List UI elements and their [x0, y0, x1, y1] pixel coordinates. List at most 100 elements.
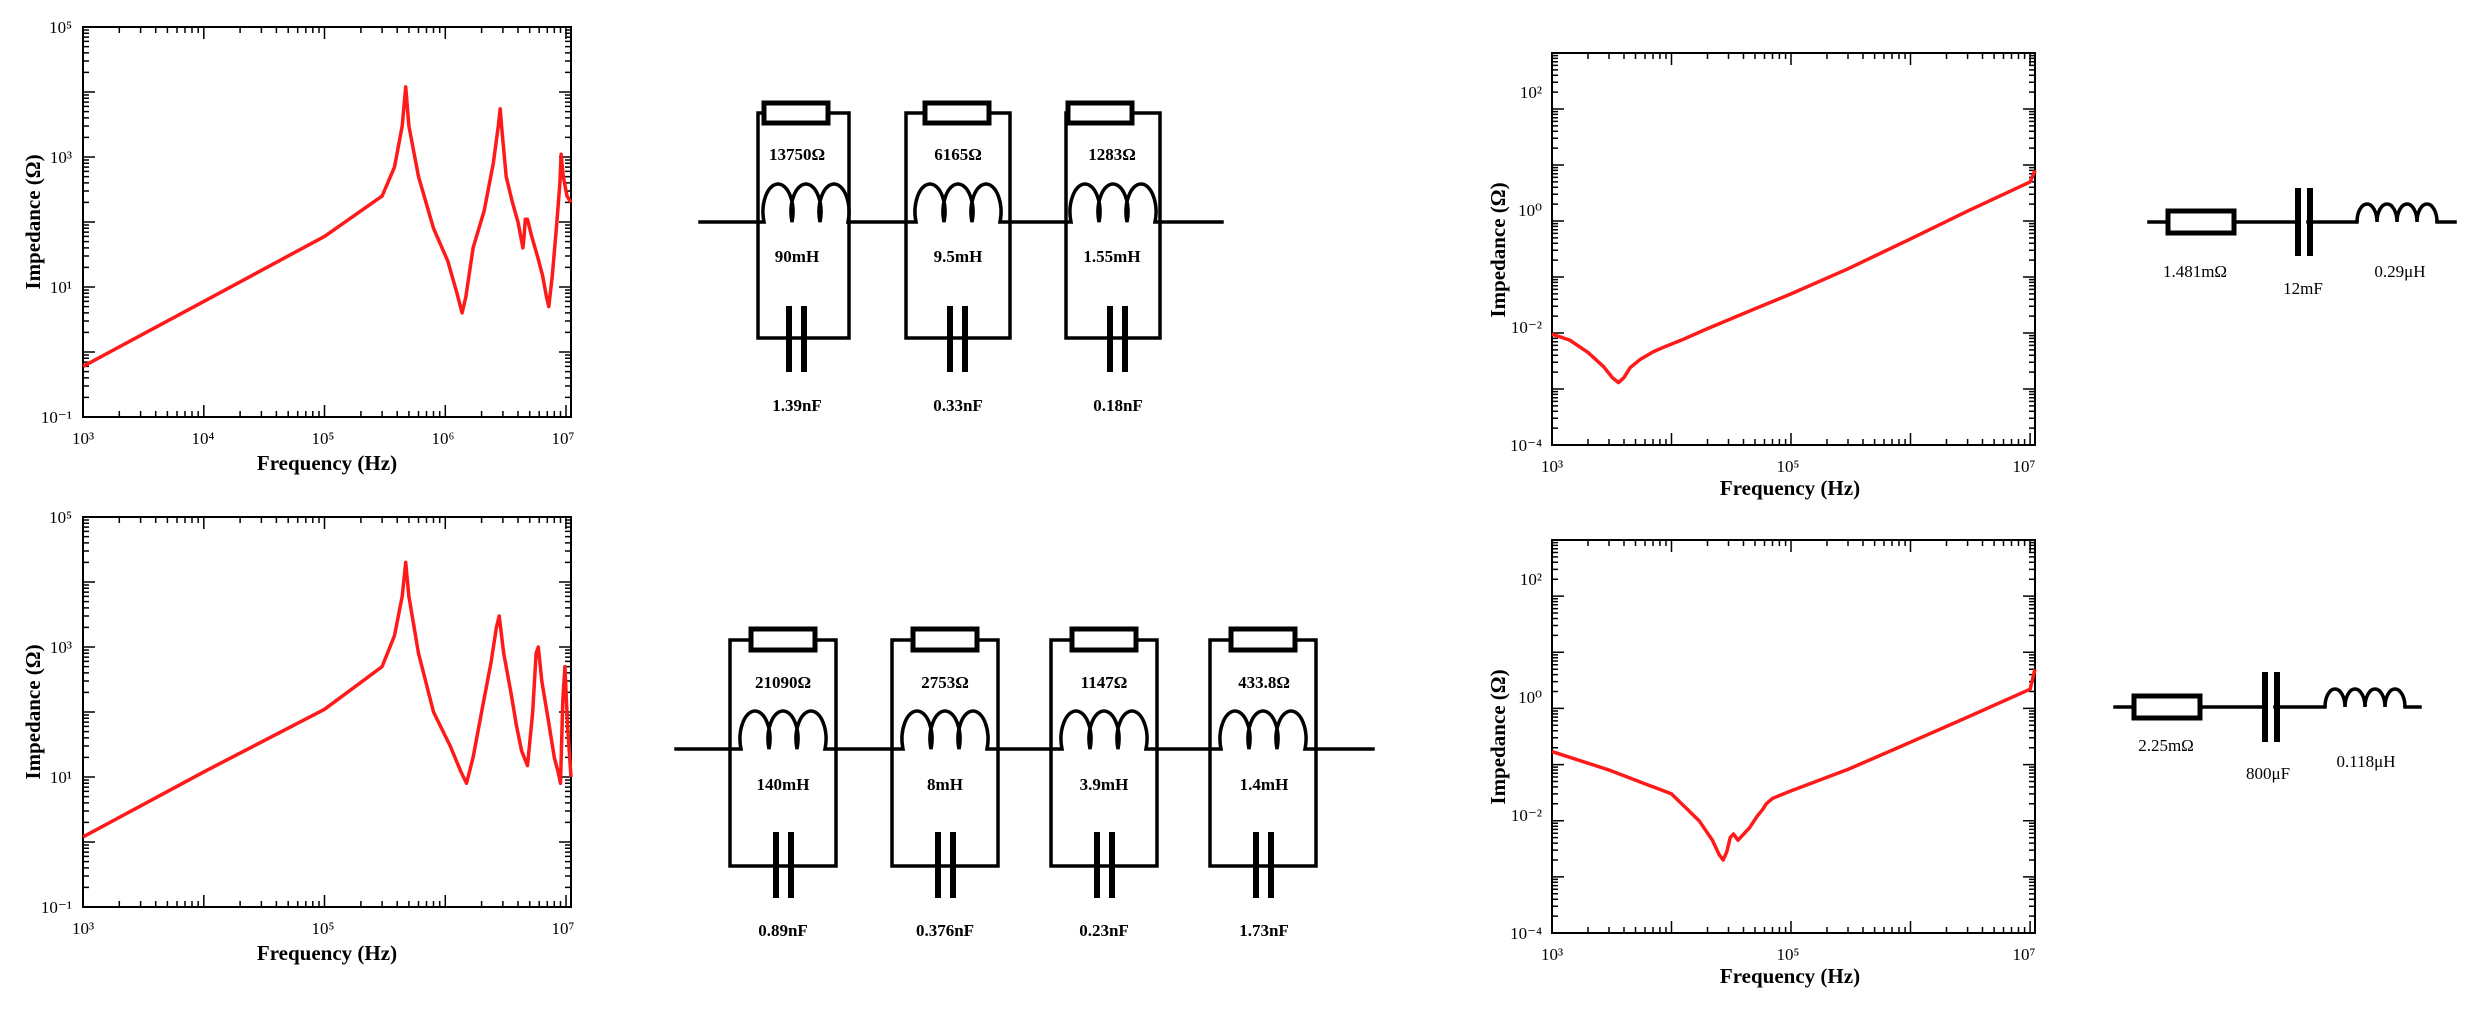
- x-tick-label: 10⁵: [312, 919, 335, 938]
- y-tick-label: 10⁻⁴: [1510, 924, 1542, 943]
- capacitance-label: 0.23nF: [1079, 921, 1129, 940]
- y-axis-title: Impedance (Ω): [1486, 669, 1510, 804]
- capacitor-symbol: [947, 306, 968, 372]
- y-tick-labels: 10⁵ 10³ 10¹ 10⁻¹: [41, 508, 72, 917]
- y-tick-label: 10⁻²: [1511, 806, 1542, 825]
- y-tick-label: 10³: [50, 148, 72, 167]
- resistance-label: 1147Ω: [1081, 673, 1128, 692]
- capacitance-label: 0.33nF: [933, 396, 983, 415]
- x-tick-labels: 10³ 10⁴ 10⁵ 10⁶ 10⁷: [72, 429, 575, 448]
- x-tick-labels: 10³ 10⁵ 10⁷: [1541, 457, 2036, 476]
- resistance-label: 2753Ω: [921, 673, 969, 692]
- resistor-symbol: [2165, 208, 2237, 236]
- capacitance-label: 800μF: [2246, 764, 2290, 783]
- y-tick-label: 10¹: [50, 278, 72, 297]
- chart-bottom-left: 10⁵ 10³ 10¹ 10⁻¹ 10³ 10⁵ 10⁷ Frequency (…: [21, 508, 575, 965]
- resistance-label: 1.481mΩ: [2163, 262, 2227, 281]
- minor-ticks: [1551, 539, 2035, 934]
- chart-top-left: 10⁵ 10³ 10¹ 10⁻¹ 10³ 10⁴ 10⁵ 10⁶ 10⁷ Fre…: [21, 18, 575, 475]
- y-tick-labels: 10⁻⁴ 10⁻² 10⁰ 10²: [1510, 570, 1542, 943]
- capacitor-symbol: [1253, 832, 1274, 898]
- y-tick-label: 10⁵: [49, 18, 72, 37]
- inductance-label: 9.5mH: [934, 247, 983, 266]
- impedance-curve: [82, 85, 573, 368]
- resistor-symbol: [1228, 626, 1298, 653]
- plot-frame: [1551, 52, 2036, 446]
- inductor-symbol: [2323, 687, 2407, 708]
- inductance-label: 140mH: [757, 775, 810, 794]
- inductor-symbol: [1066, 182, 1160, 224]
- capacitance-label: 0.89nF: [758, 921, 808, 940]
- resistor-symbol: [761, 100, 831, 126]
- plot-frame: [82, 26, 572, 418]
- y-tick-label: 10²: [1520, 83, 1542, 102]
- capacitor-symbol: [786, 306, 807, 372]
- x-tick-label: 10⁷: [2013, 457, 2036, 476]
- axis-ticks: [1551, 539, 2035, 934]
- x-tick-label: 10⁶: [432, 429, 455, 448]
- inductance-label: 3.9mH: [1080, 775, 1129, 794]
- resistor-symbol: [922, 100, 992, 126]
- inductor-symbol: [2355, 202, 2439, 223]
- x-axis-title: Frequency (Hz): [257, 451, 397, 475]
- y-tick-label: 10²: [1520, 570, 1542, 589]
- axis-ticks: [82, 26, 571, 418]
- y-tick-labels: 10⁻⁴ 10⁻² 10⁰ 10²: [1510, 83, 1542, 455]
- y-tick-label: 10³: [50, 638, 72, 657]
- capacitance-label: 1.39nF: [772, 396, 822, 415]
- capacitance-label: 1.73nF: [1239, 921, 1289, 940]
- x-tick-label: 10⁷: [552, 429, 575, 448]
- y-tick-labels: 10⁵ 10³ 10¹ 10⁻¹: [41, 18, 72, 427]
- y-axis-title: Impedance (Ω): [21, 154, 45, 289]
- capacitor-symbol: [1107, 306, 1128, 372]
- inductance-label: 0.29μH: [2374, 262, 2425, 281]
- circuit-parallel-rlc-4: 21090Ω 2753Ω 1147Ω 433.8Ω 140mH 8mH 3.9m…: [674, 626, 1375, 940]
- resistance-label: 1283Ω: [1088, 145, 1136, 164]
- x-tick-labels: 10³ 10⁵ 10⁷: [72, 919, 575, 938]
- inductor-symbol: [730, 709, 836, 751]
- resistance-label: 6165Ω: [934, 145, 982, 164]
- inductance-label: 0.118μH: [2336, 752, 2395, 771]
- circuit-parallel-rlc-3: 13750Ω 6165Ω 1283Ω 90mH 9.5mH 1.55mH 1.3…: [698, 100, 1224, 415]
- axis-ticks: [82, 516, 571, 908]
- x-tick-labels: 10³ 10⁵ 10⁷: [1541, 945, 2036, 964]
- circuit-series-rlc-bottom: 2.25mΩ 800μF 0.118μH: [2113, 672, 2422, 783]
- minor-ticks: [1551, 52, 2035, 446]
- inductance-label: 1.55mH: [1083, 247, 1140, 266]
- inductor-symbol: [758, 182, 851, 224]
- minor-ticks: [82, 516, 571, 908]
- resistance-label: 13750Ω: [769, 145, 825, 164]
- impedance-curve: [1551, 668, 2037, 862]
- inductance-label: 8mH: [927, 775, 963, 794]
- plot-frame: [82, 516, 572, 908]
- chart-top-right: 10⁻⁴ 10⁻² 10⁰ 10² 10³ 10⁵ 10⁷ Frequency …: [1486, 52, 2037, 500]
- capacitor-symbol: [2295, 188, 2313, 256]
- resistance-label: 433.8Ω: [1238, 673, 1290, 692]
- x-tick-label: 10⁵: [1777, 945, 1800, 964]
- plot-frame: [1551, 539, 2036, 934]
- minor-ticks: [82, 26, 571, 418]
- y-tick-label: 10⁰: [1518, 201, 1542, 220]
- x-tick-label: 10⁷: [552, 919, 575, 938]
- y-tick-label: 10¹: [50, 768, 72, 787]
- inductor-symbol: [1210, 709, 1316, 751]
- x-tick-label: 10³: [72, 429, 94, 448]
- y-axis-title: Impedance (Ω): [21, 644, 45, 779]
- inductance-label: 1.4mH: [1240, 775, 1289, 794]
- capacitor-symbol: [1094, 832, 1115, 898]
- x-tick-label: 10⁵: [312, 429, 335, 448]
- resistor-symbol: [1069, 626, 1139, 653]
- inductor-symbol: [906, 182, 1010, 224]
- x-tick-label: 10⁵: [1777, 457, 1800, 476]
- y-tick-label: 10⁰: [1518, 688, 1542, 707]
- x-tick-label: 10⁷: [2013, 945, 2036, 964]
- resistance-label: 2.25mΩ: [2138, 736, 2194, 755]
- y-tick-label: 10⁻¹: [41, 898, 72, 917]
- inductor-symbol: [1051, 709, 1157, 751]
- x-axis-title: Frequency (Hz): [1720, 476, 1860, 500]
- x-tick-label: 10⁴: [192, 429, 215, 448]
- x-axis-title: Frequency (Hz): [1720, 964, 1860, 988]
- chart-bottom-right: 10⁻⁴ 10⁻² 10⁰ 10² 10³ 10⁵ 10⁷ Frequency …: [1486, 539, 2037, 988]
- x-axis-title: Frequency (Hz): [257, 941, 397, 965]
- x-tick-label: 10³: [1541, 457, 1563, 476]
